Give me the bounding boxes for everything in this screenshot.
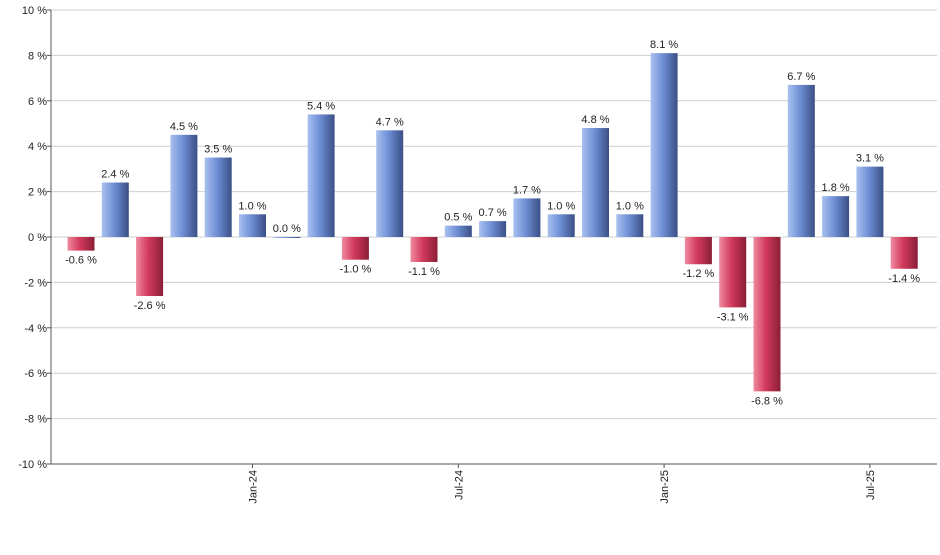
data-label: -3.1 %	[717, 311, 749, 323]
x-tick-label: Jul-24	[453, 470, 465, 500]
x-axis-ticks: Jan-24 Jul-24 Jan-25 Jul-25	[248, 464, 877, 504]
data-label: -1.0 %	[340, 264, 372, 276]
bar	[444, 225, 472, 237]
bar	[341, 237, 369, 260]
bar	[787, 84, 815, 237]
data-label: 0.7 %	[479, 207, 507, 219]
data-label: 1.7 %	[513, 184, 541, 196]
data-label: 1.0 %	[547, 200, 575, 212]
data-label: 4.8 %	[581, 114, 609, 126]
bar	[136, 237, 164, 297]
y-tick-label: -8 %	[24, 414, 47, 426]
data-labels: -0.6 % 2.4 % -2.6 % 4.5 % 3.5 % 1.0 % 0.0 % 5.4…	[65, 39, 920, 407]
y-tick-label: 2 %	[28, 187, 47, 199]
bar	[67, 237, 95, 251]
x-tick-label: Jan-25	[659, 470, 671, 504]
data-label: 1.0 %	[616, 200, 644, 212]
data-label: -1.2 %	[683, 268, 715, 280]
data-label: -1.1 %	[408, 266, 440, 278]
data-label: 3.1 %	[856, 153, 884, 165]
data-label: 6.7 %	[787, 71, 815, 83]
bar	[616, 214, 644, 237]
y-tick-label: -2 %	[24, 277, 47, 289]
bar	[479, 221, 507, 237]
bar	[753, 237, 781, 392]
data-label: 4.7 %	[376, 116, 404, 128]
data-label: 0.0 %	[273, 223, 301, 235]
data-label: 1.8 %	[822, 182, 850, 194]
bar	[547, 214, 575, 237]
bar	[684, 237, 712, 265]
y-tick-label: 6 %	[28, 96, 47, 108]
bar	[856, 166, 884, 237]
bar	[273, 237, 301, 238]
y-tick-label: 8 %	[28, 50, 47, 62]
data-label: 1.0 %	[238, 200, 266, 212]
bar	[719, 237, 747, 308]
x-tick-label: Jul-25	[865, 470, 877, 500]
bar	[170, 134, 198, 237]
y-tick-label: -10 %	[18, 459, 47, 471]
bar	[376, 130, 404, 237]
y-tick-label: -4 %	[24, 323, 47, 335]
axes	[50, 10, 937, 465]
y-tick-label: -6 %	[24, 368, 47, 380]
data-label: 3.5 %	[204, 144, 232, 156]
bar	[513, 198, 541, 237]
data-label: -1.4 %	[888, 273, 920, 285]
bar	[239, 214, 266, 237]
data-label: 4.5 %	[170, 121, 198, 133]
bar	[582, 128, 609, 237]
data-label: -0.6 %	[65, 255, 97, 267]
data-label: 2.4 %	[101, 169, 129, 181]
bar	[204, 157, 232, 237]
data-label: 0.5 %	[444, 212, 472, 224]
bar	[307, 114, 335, 237]
bar	[822, 196, 850, 237]
bar	[410, 237, 438, 262]
x-tick-label: Jan-24	[248, 470, 260, 504]
y-axis-ticks: -10 % -8 % -6 % -4 % -2 % 0 % 2 % 4 % 6 % 8 % 10 %	[18, 5, 51, 471]
y-tick-label: 0 %	[28, 232, 47, 244]
data-label: -6.8 %	[751, 395, 783, 407]
bar	[890, 237, 918, 269]
data-label: 5.4 %	[307, 100, 335, 112]
data-label: 8.1 %	[650, 39, 678, 51]
y-tick-label: 4 %	[28, 141, 47, 153]
bar	[101, 182, 129, 237]
bar	[650, 53, 678, 237]
y-tick-label: 10 %	[22, 5, 47, 17]
bars	[67, 53, 918, 392]
data-label: -2.6 %	[134, 300, 166, 312]
